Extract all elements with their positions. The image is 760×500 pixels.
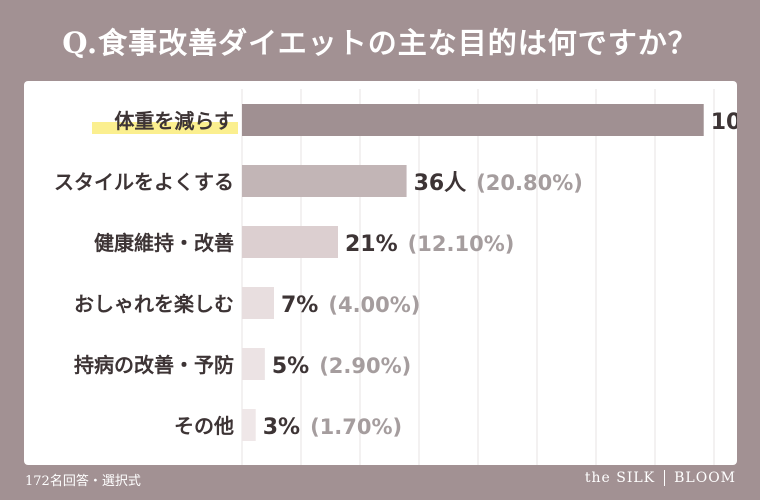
value-label: 3%	[263, 415, 300, 440]
brand-logo: the SILK BLOOM	[585, 470, 736, 486]
category-label: 健康維持・改善	[94, 231, 234, 255]
bar	[242, 165, 407, 197]
category-label: 持病の改善・予防	[74, 353, 234, 377]
value-label: 7%	[281, 293, 318, 318]
chart-panel: 体重を減らす101人(58.40%)スタイルをよくする36人(20.80%)健康…	[24, 81, 737, 465]
value-label: 101人	[711, 110, 737, 135]
value-label: 21%	[345, 232, 398, 257]
category-label: 体重を減らす	[114, 109, 234, 133]
bar	[242, 226, 338, 258]
percent-label: (2.90%)	[319, 354, 411, 378]
percent-label: (4.00%)	[328, 293, 420, 317]
bar-chart: 体重を減らす101人(58.40%)スタイルをよくする36人(20.80%)健康…	[54, 89, 737, 465]
category-label: その他	[174, 414, 234, 438]
label-highlight	[92, 122, 238, 134]
bar	[242, 409, 256, 441]
percent-label: (12.10%)	[408, 232, 515, 256]
bar	[242, 348, 265, 380]
brand-the-silk: the SILK	[584, 470, 656, 486]
category-label: スタイルをよくする	[54, 170, 234, 194]
value-label: 36人	[414, 171, 467, 196]
brand-bloom: BLOOM	[674, 470, 736, 486]
percent-label: (1.70%)	[310, 415, 402, 439]
brand-divider	[664, 470, 666, 486]
value-label: 5%	[272, 354, 309, 379]
respondent-note: 172名回答・選択式	[25, 474, 141, 489]
bar	[242, 287, 274, 319]
category-label: おしゃれを楽しむ	[74, 292, 234, 316]
percent-label: (20.80%)	[476, 171, 583, 195]
bar	[242, 104, 704, 136]
chart-title: Q.食事改善ダイエットの主な目的は何ですか？	[62, 26, 698, 60]
